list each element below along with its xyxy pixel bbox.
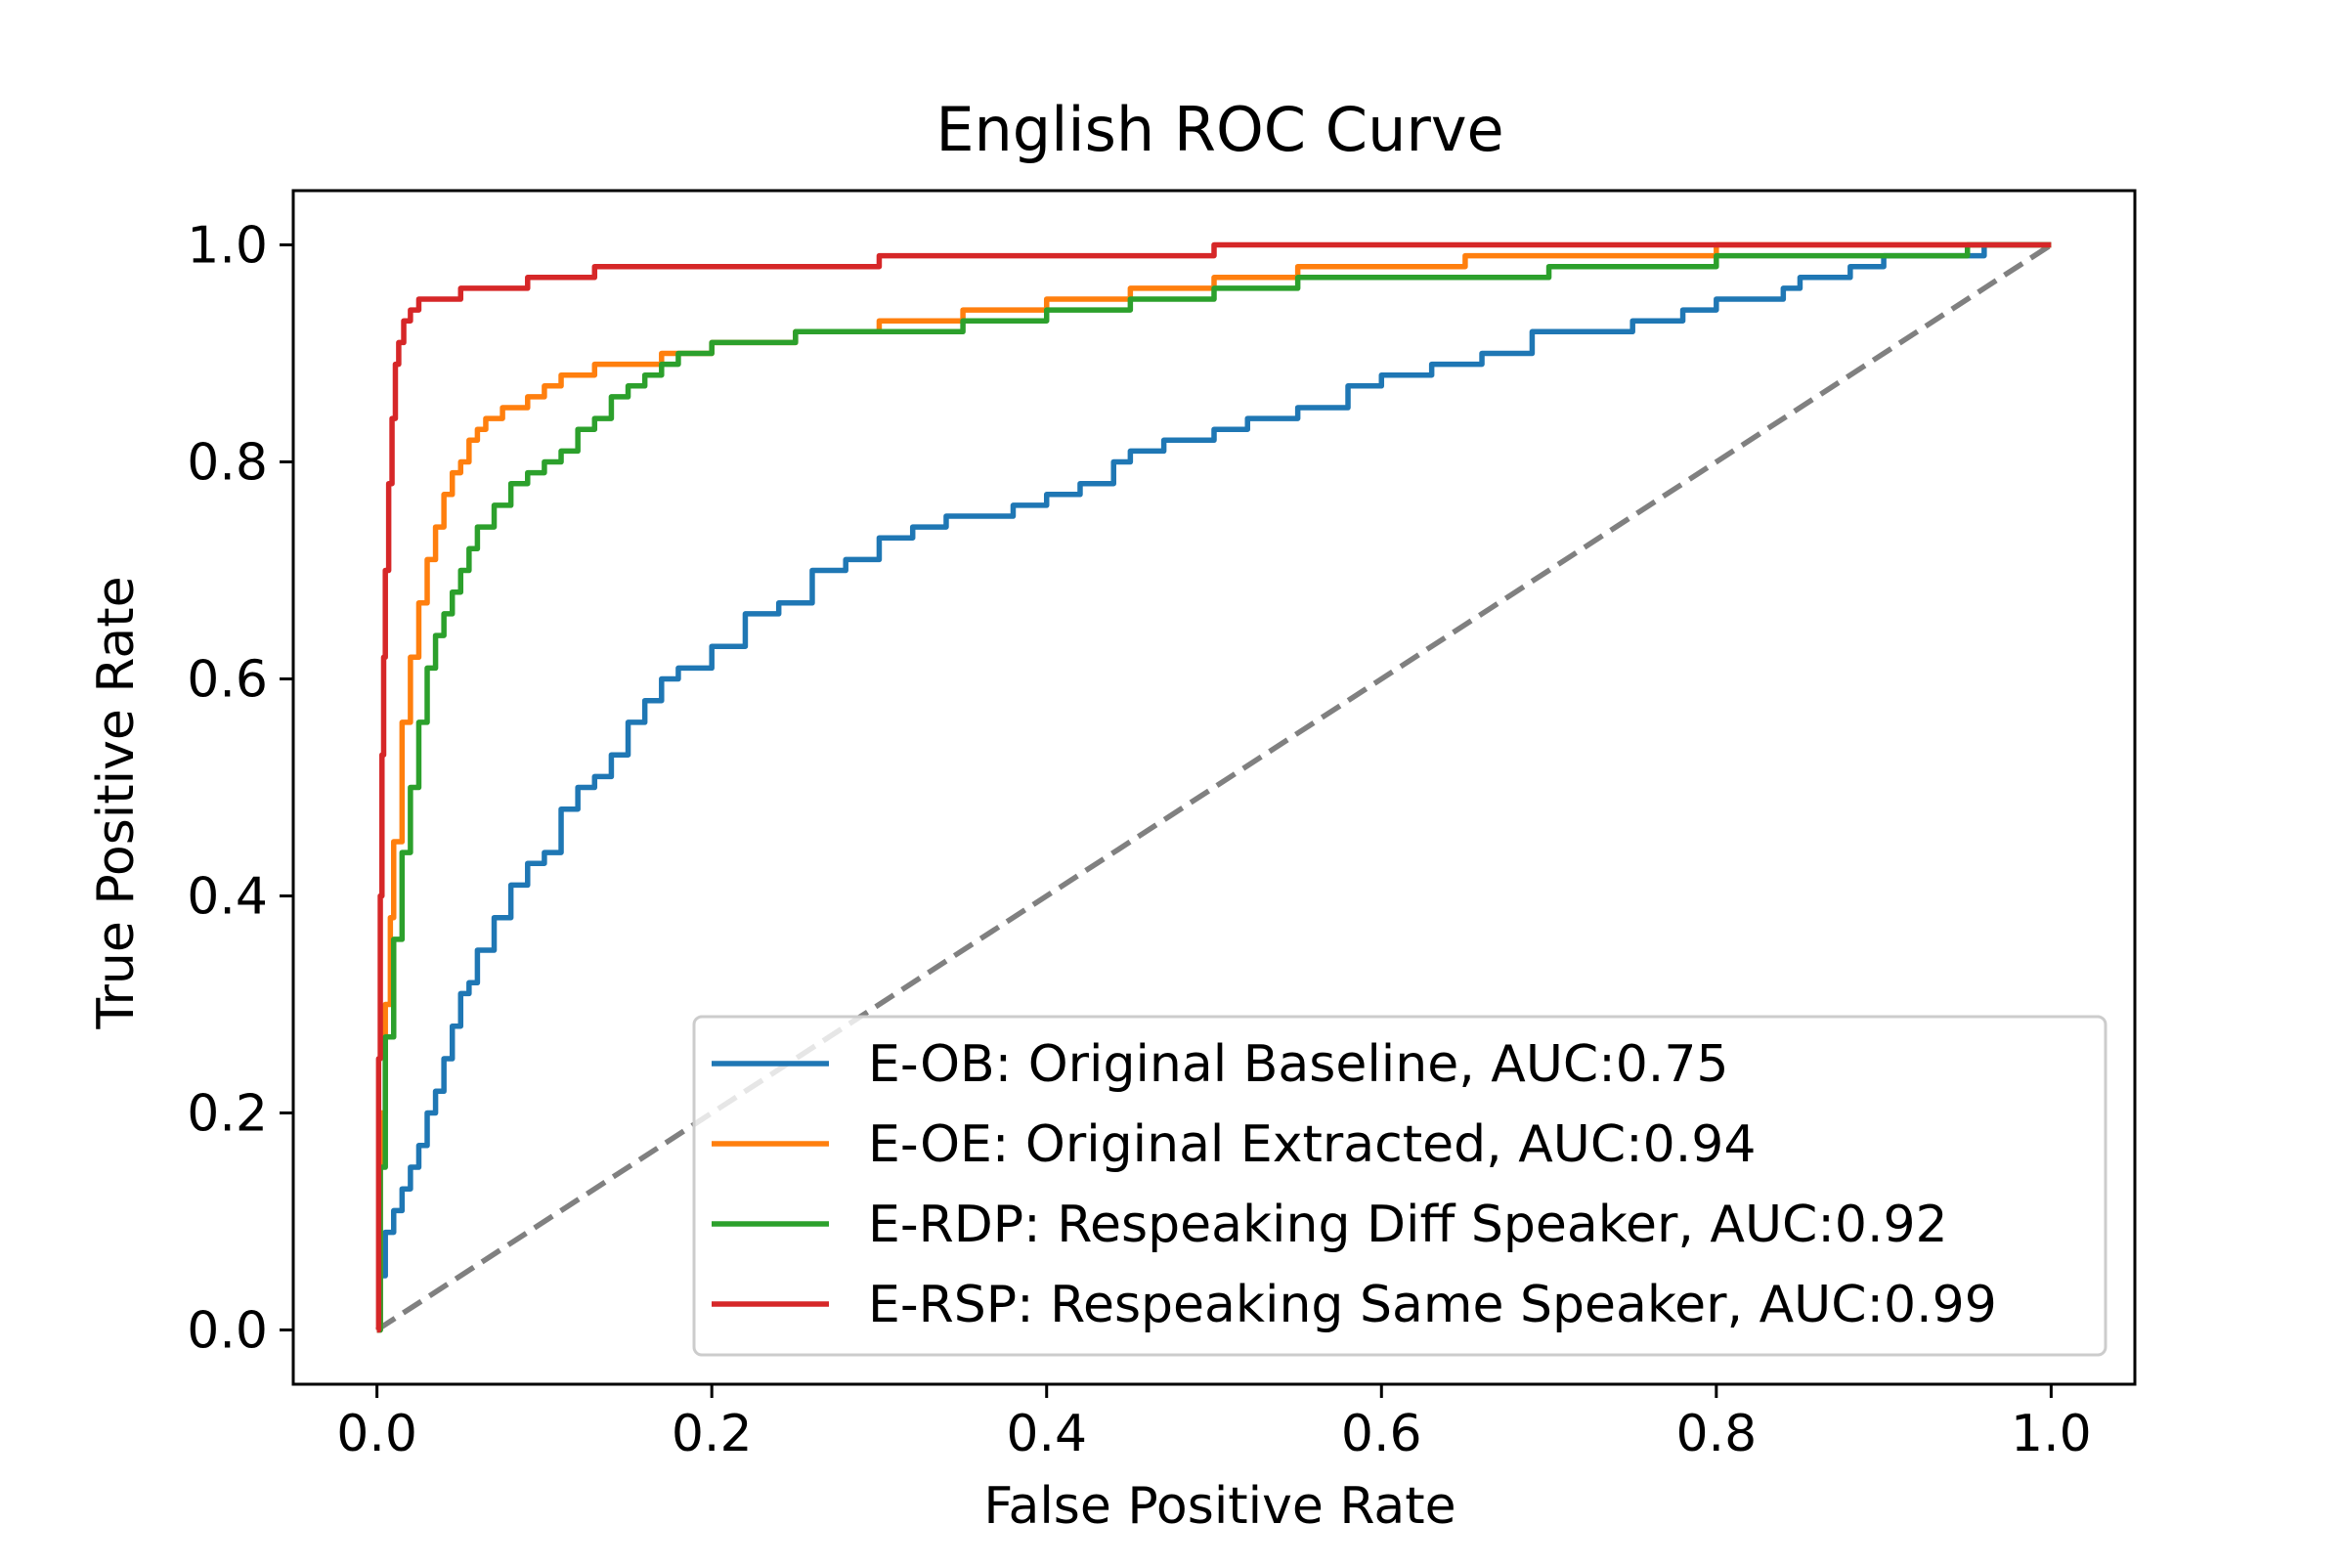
y-tick-label: 0.4 [187,868,268,927]
x-tick-label: 0.2 [672,1405,753,1463]
legend-box [692,1015,2107,1357]
x-tick-label: 1.0 [2011,1405,2092,1463]
plot-area [375,241,2053,1333]
x-tick-label: 0.4 [1006,1405,1087,1463]
plot-layer [375,241,2053,1333]
chance-diagonal-line [375,242,2053,1332]
y-tick-label: 0.0 [187,1302,268,1361]
y-tick-label: 0.8 [187,434,268,493]
x-tick-label: 0.6 [1341,1405,1422,1463]
legend: E-OB: Original Baseline, AUC:0.75 E-OE: O… [692,1015,2107,1357]
axes-layer: 0.0 0.2 0.4 0.6 0.8 1.0 0.0 0.2 0.4 0.6 0.8 1.0 [187,189,2137,1463]
series-line-3 [376,241,2052,1333]
y-axis-label: True Positive Rate [87,576,146,1029]
x-axis-label: False Positive Rate [983,1477,1455,1536]
series-line-4 [375,241,2052,1333]
legend-label-2: E-OE: Original Extracted, AUC:0.94 [868,1115,1756,1174]
series-line-2 [376,241,2052,1333]
legend-label-1: E-OB: Original Baseline, AUC:0.75 [868,1035,1729,1094]
legend-label-3: E-RDP: Respeaking Diff Speaker, AUC:0.92 [868,1196,1948,1254]
legend-label-4: E-RSP: Respeaking Same Speaker, AUC:0.99 [868,1276,1997,1334]
series-line-1 [376,241,2052,1333]
axes-frame [291,189,2137,1386]
y-tick-label: 0.6 [187,651,268,710]
x-tick-label: 0.8 [1675,1405,1757,1463]
y-tick-label: 0.2 [187,1085,268,1144]
chart-title: English ROC Curve [935,94,1503,165]
y-tick-label: 1.0 [187,217,268,276]
x-tick-label: 0.0 [336,1405,417,1463]
